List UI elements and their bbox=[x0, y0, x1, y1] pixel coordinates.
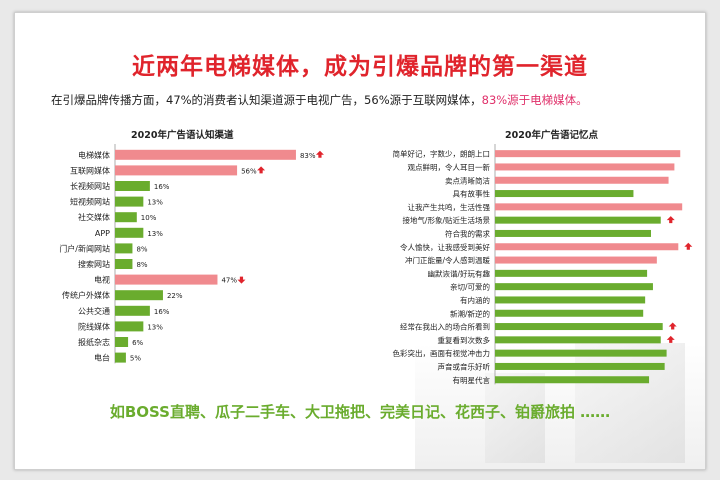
value-label: 56% bbox=[241, 167, 257, 175]
bar bbox=[495, 190, 634, 198]
category-label: 社交媒体 bbox=[78, 212, 110, 222]
value-label: 8% bbox=[136, 245, 147, 253]
arrow-up-icon bbox=[666, 216, 675, 224]
decor-block bbox=[485, 373, 545, 463]
value-label: 13% bbox=[147, 230, 163, 238]
bar bbox=[115, 274, 218, 285]
category-label: 经常在我出入的场合所看到 bbox=[400, 322, 490, 332]
bar bbox=[495, 256, 657, 264]
category-label: 传统户外媒体 bbox=[62, 290, 110, 300]
bar bbox=[115, 259, 133, 269]
bar bbox=[495, 243, 679, 251]
bar bbox=[115, 212, 137, 223]
value-label: 8% bbox=[136, 261, 147, 269]
category-label: 简单好记，字数少，朗朗上口 bbox=[393, 149, 491, 159]
category-label: 长视频网站 bbox=[70, 181, 110, 191]
bar bbox=[115, 337, 129, 347]
category-label: 短视频网站 bbox=[70, 197, 110, 207]
bar bbox=[115, 196, 144, 207]
subtitle-highlight: 83%源于电梯媒体。 bbox=[481, 93, 588, 107]
category-label: 互联网媒体 bbox=[70, 165, 110, 175]
arrow-up-icon bbox=[315, 150, 324, 158]
category-label: 令人愉快，让我感受到美好 bbox=[400, 242, 490, 252]
value-label: 10% bbox=[141, 214, 157, 222]
bar bbox=[495, 349, 667, 357]
category-label: 有内涵的 bbox=[460, 295, 490, 305]
bar bbox=[115, 352, 126, 363]
right-chart-title: 2020年广告语记忆点 bbox=[505, 130, 598, 141]
bar bbox=[115, 321, 144, 332]
value-label: 83% bbox=[300, 152, 316, 160]
brand-examples: 如BOSS直聘、瓜子二手车、大卫拖把、完美日记、花西子、铂爵旅拍 …… bbox=[109, 403, 611, 421]
value-label: 5% bbox=[130, 355, 141, 363]
bar bbox=[495, 269, 648, 277]
bar bbox=[495, 216, 661, 224]
arrow-up-icon bbox=[666, 335, 675, 343]
slide: 近两年电梯媒体，成为引爆品牌的第一渠道 在引爆品牌传播方面，47%的消费者认知渠… bbox=[14, 12, 706, 470]
bar bbox=[495, 309, 644, 317]
category-label: 色彩突出，画面有视觉冲击力 bbox=[393, 348, 491, 358]
page-title: 近两年电梯媒体，成为引爆品牌的第一渠道 bbox=[132, 54, 588, 80]
bar bbox=[495, 176, 669, 184]
bar bbox=[495, 323, 663, 331]
category-label: 有明星代言 bbox=[453, 375, 491, 385]
category-label: 幽默诙谐/好玩有趣 bbox=[427, 268, 490, 278]
bar bbox=[495, 336, 661, 344]
bar bbox=[495, 203, 683, 211]
value-label: 16% bbox=[154, 183, 170, 191]
bar bbox=[115, 165, 238, 176]
category-label: 公共交通 bbox=[78, 306, 110, 316]
category-label: 观点鲜明，令人耳目一新 bbox=[408, 162, 491, 172]
category-label: 冲门正能量/令人感到温暖 bbox=[405, 255, 491, 265]
category-label: 院线媒体 bbox=[78, 321, 110, 331]
bar bbox=[495, 163, 675, 171]
bar bbox=[115, 227, 144, 238]
right-chart: 简单好记，字数少，朗朗上口观点鲜明，令人耳目一新卖点清晰简洁具有故事性让我产生共… bbox=[393, 144, 693, 385]
bar bbox=[495, 296, 646, 304]
category-label: 重复看到次数多 bbox=[438, 335, 491, 345]
bar bbox=[115, 243, 133, 254]
category-label: 电台 bbox=[94, 353, 110, 363]
bar bbox=[495, 150, 681, 158]
category-label: 卖点清晰简洁 bbox=[445, 175, 490, 185]
left-chart-title: 2020年广告语认知渠道 bbox=[131, 130, 234, 141]
value-label: 13% bbox=[147, 199, 163, 207]
category-label: 声音或音乐好听 bbox=[438, 361, 491, 371]
value-label: 6% bbox=[132, 339, 143, 347]
category-label: 门户/新闻网站 bbox=[59, 243, 110, 253]
arrow-up-icon bbox=[257, 166, 266, 174]
category-label: 新潮/新逆的 bbox=[450, 308, 490, 318]
bar bbox=[115, 290, 163, 301]
subtitle: 在引爆品牌传播方面，47%的消费者认知渠道源于电视广告，56%源于互联网媒体，8… bbox=[51, 92, 588, 108]
left-chart: 电梯媒体 83% 互联网媒体 56% 长视频网站 16% 短视频网站 13% 社交媒体 10% AP… bbox=[59, 144, 324, 364]
category-label: 电视 bbox=[94, 275, 110, 285]
category-label: 接地气/形象/贴近生活场景 bbox=[402, 215, 490, 225]
bar bbox=[495, 283, 653, 291]
category-label: 亲切/可爱的 bbox=[450, 282, 490, 292]
value-label: 16% bbox=[154, 308, 170, 316]
bar bbox=[495, 229, 651, 237]
value-label: 13% bbox=[147, 323, 163, 331]
arrow-down-icon bbox=[237, 276, 246, 284]
value-label: 22% bbox=[167, 292, 183, 300]
category-label: 报纸杂志 bbox=[78, 337, 110, 347]
bar bbox=[495, 362, 665, 370]
category-label: 让我产生共鸣，生活性强 bbox=[408, 202, 491, 212]
bar bbox=[115, 305, 150, 316]
category-label: 具有故事性 bbox=[453, 189, 491, 199]
arrow-up-icon bbox=[684, 242, 693, 250]
subtitle-text: 在引爆品牌传播方面，47%的消费者认知渠道源于电视广告，56%源于互联网媒体， bbox=[51, 93, 482, 107]
category-label: 搜索网站 bbox=[78, 259, 110, 269]
category-label: APP bbox=[95, 229, 110, 238]
arrow-up-icon bbox=[668, 322, 677, 330]
value-label: 47% bbox=[221, 277, 237, 285]
bar bbox=[115, 181, 150, 191]
bar bbox=[115, 149, 296, 160]
category-label: 符合我的需求 bbox=[445, 228, 490, 238]
category-label: 电梯媒体 bbox=[78, 150, 110, 160]
bar bbox=[495, 376, 650, 384]
